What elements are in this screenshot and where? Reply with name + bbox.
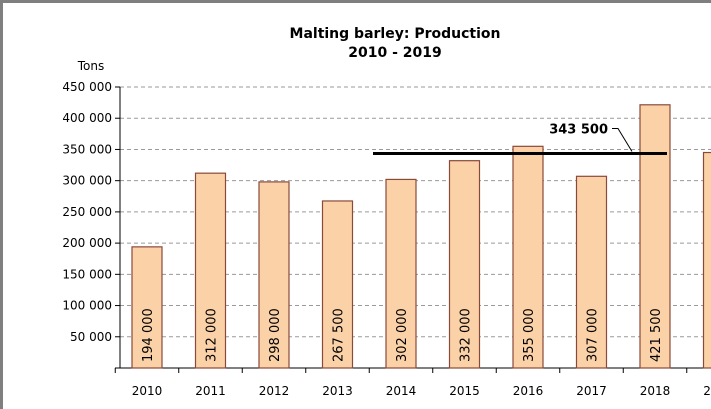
bar-data-label: 298 000 <box>268 308 283 362</box>
y-axis-ticks: 50 000 100 000 150 000 200 000 250 000 300 00… <box>62 80 711 369</box>
y-axis-label: Tons <box>77 59 105 73</box>
bar-data-label: 267 500 <box>332 308 347 362</box>
bar-data-label: 332 000 <box>459 308 474 362</box>
bar-data-label: 421 500 <box>649 308 664 362</box>
bar <box>321 200 354 369</box>
x-tick-label: 2013 <box>322 384 353 398</box>
y-tick-label: 50 000 <box>70 330 112 344</box>
bar <box>575 175 608 369</box>
bar <box>512 145 544 369</box>
y-tick-label: 250 000 <box>62 205 112 219</box>
y-tick-label: 350 000 <box>62 142 112 156</box>
chart-title: Malting barley: Production <box>290 26 501 42</box>
bar <box>258 181 290 369</box>
bar-data-label: 302 000 <box>395 308 410 362</box>
bar-data-label: 307 000 <box>586 308 601 362</box>
x-tick-label: 2015 <box>449 384 480 398</box>
y-tick-label: 100 000 <box>62 299 112 313</box>
bar <box>448 160 481 369</box>
x-tick-label: 2016 <box>513 384 544 398</box>
y-tick-label: 150 000 <box>62 267 112 281</box>
reference-line-label: 343 500 <box>549 123 608 138</box>
x-tick-label: 2010 <box>132 384 163 398</box>
bar <box>131 246 163 369</box>
y-tick-label: 200 000 <box>62 236 112 250</box>
x-tick-label: 2014 <box>386 384 417 398</box>
bar-data-label: 355 000 <box>522 308 537 362</box>
bar <box>194 172 227 369</box>
x-tick-label: 2019 <box>703 384 711 398</box>
chart-subtitle: 2010 - 2019 <box>348 45 442 61</box>
reference-leader <box>612 128 633 152</box>
x-tick-label: 2018 <box>640 384 671 398</box>
bar <box>385 178 417 369</box>
y-tick-label: 450 000 <box>62 80 112 94</box>
x-tick-label: 2011 <box>195 384 226 398</box>
y-tick-label: 300 000 <box>62 174 112 188</box>
bar-data-label: 312 000 <box>205 308 220 362</box>
bar <box>702 151 711 369</box>
bars: 194 000 312 000 298 000 267 500 302 000 332 0… <box>131 104 711 369</box>
x-axis-ticks: 2010 2011 2012 2013 2014 2015 2016 2017 2018 2019 <box>114 368 711 398</box>
reference-line-group: 343 500 <box>373 123 667 156</box>
y-tick-label: 400 000 <box>62 111 112 125</box>
x-tick-label: 2017 <box>576 384 607 398</box>
x-tick-label: 2012 <box>259 384 290 398</box>
bar-data-label: 194 000 <box>141 308 156 362</box>
bar <box>639 104 671 369</box>
